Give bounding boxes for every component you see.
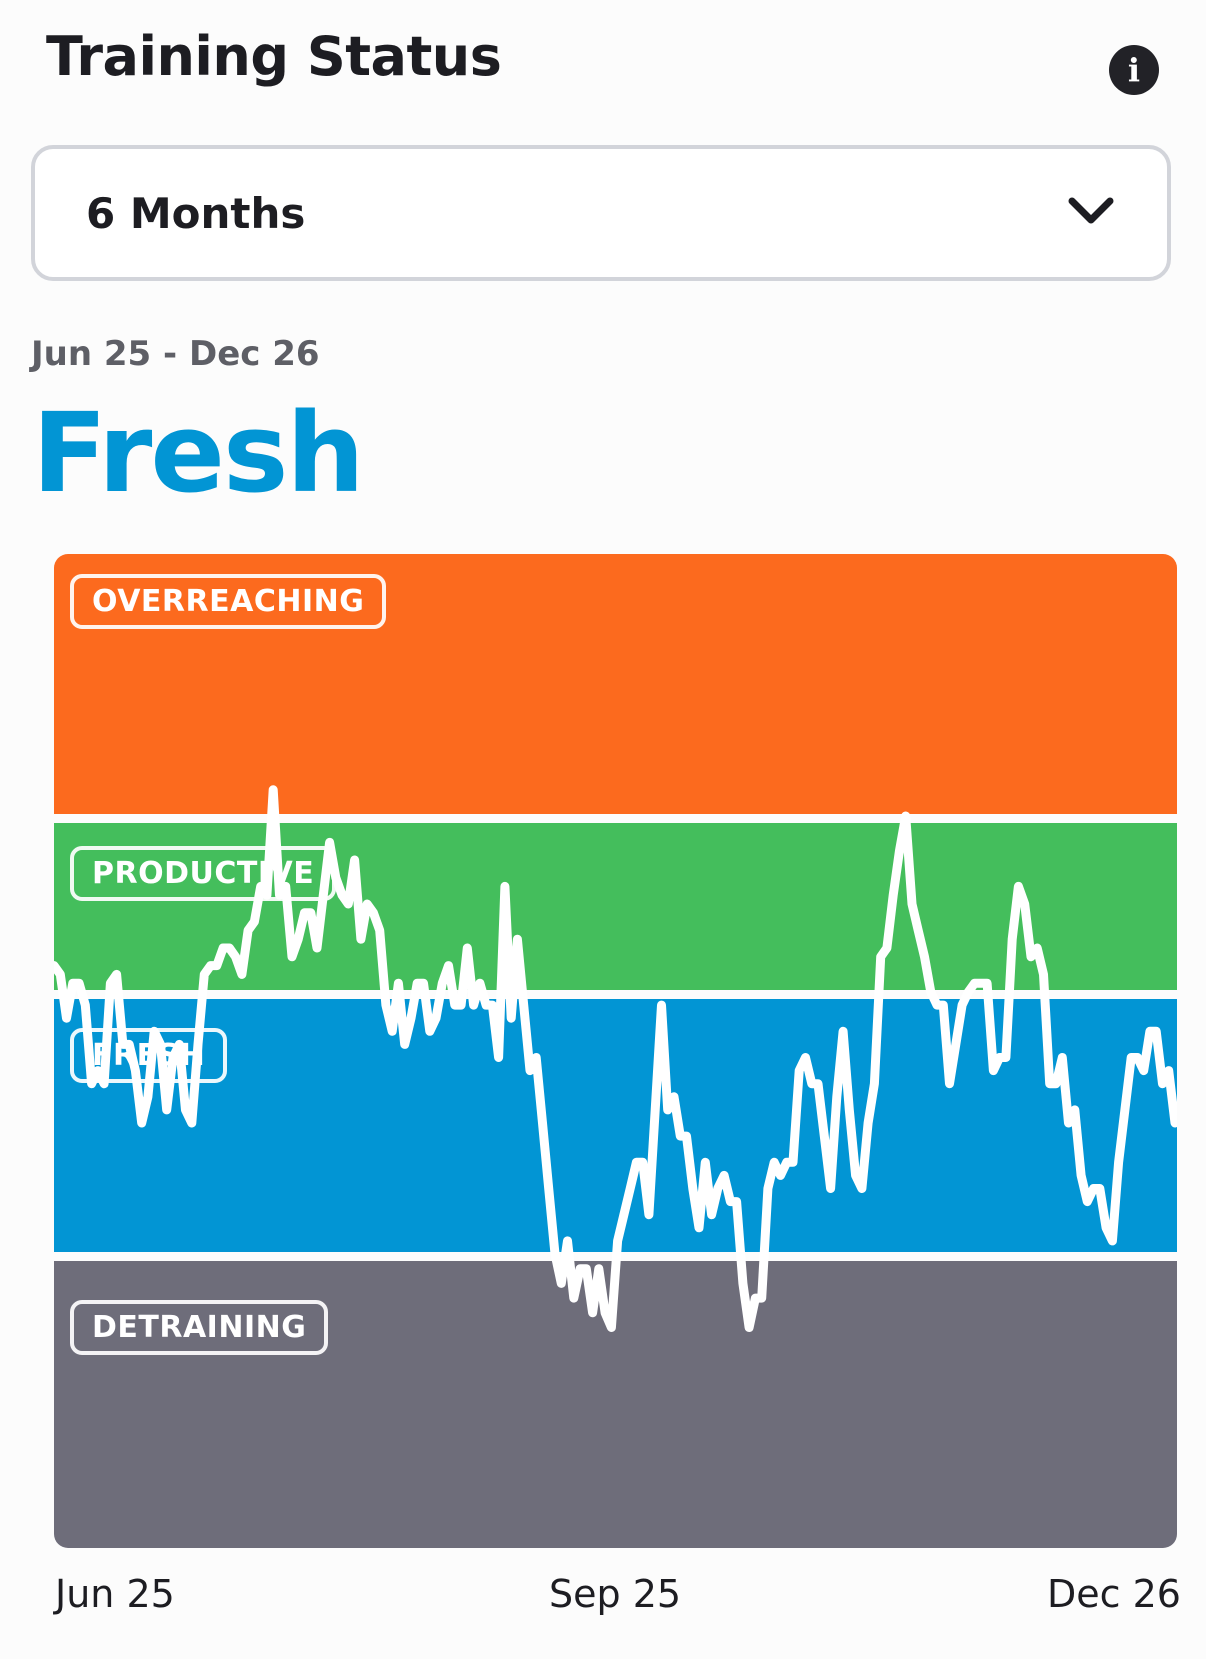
zone-label-fresh: FRESH	[70, 1028, 228, 1083]
chevron-down-icon	[1068, 197, 1114, 224]
chart-canvas	[54, 554, 1177, 1548]
status-series-line	[54, 785, 1177, 1332]
date-range-label: Jun 25 - Dec 26	[31, 334, 320, 374]
time-range-selected-label: 6 Months	[86, 189, 306, 238]
zone-label-detraining: DETRAINING	[70, 1300, 329, 1355]
x-tick-label: Sep 25	[549, 1572, 682, 1616]
zone-label-productive: PRODUCTIVE	[70, 846, 337, 901]
zone-label-overreaching: OVERREACHING	[70, 574, 387, 629]
zone-divider	[54, 814, 1177, 823]
info-icon[interactable]: i	[1109, 45, 1159, 95]
page-title: Training Status	[46, 25, 502, 88]
x-tick-label: Jun 25	[55, 1572, 175, 1616]
time-range-dropdown[interactable]: 6 Months	[31, 145, 1171, 281]
zone-overreaching	[54, 554, 1177, 816]
x-tick-label: Dec 26	[1047, 1572, 1181, 1616]
training-status-chart: OVERREACHING PRODUCTIVE FRESH DETRAINING	[54, 554, 1177, 1548]
training-status-value: Fresh	[32, 389, 365, 517]
zone-divider	[54, 990, 1177, 999]
